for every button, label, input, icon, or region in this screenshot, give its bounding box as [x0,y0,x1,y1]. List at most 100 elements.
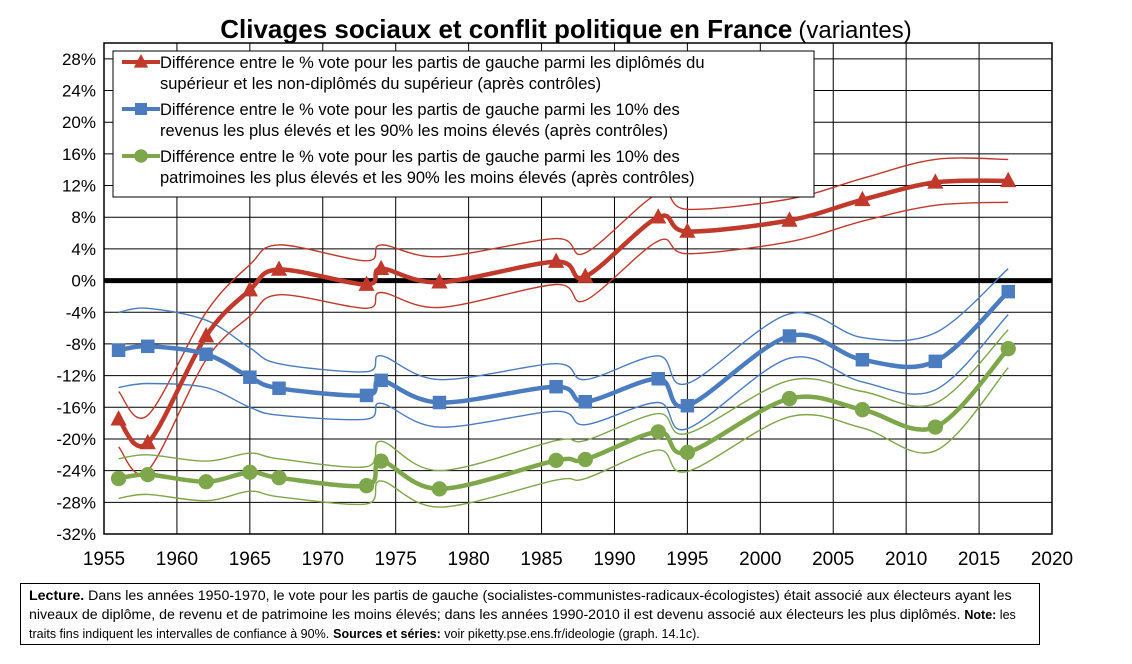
data-point-0 [431,273,448,289]
y-tick-label: -28% [56,493,96,512]
data-point-2 [373,453,389,469]
data-point-0 [548,252,565,268]
data-point-0 [373,259,390,276]
data-point-0 [781,211,798,227]
legend-label-line2-2: patrimoines les plus élevés et les 90% l… [160,169,695,187]
ci-upper-line-0 [118,157,1009,419]
x-tick-label: 2015 [958,549,1000,570]
data-point-2 [650,424,666,440]
series-line-0 [116,178,1009,449]
ci-upper-line-2 [118,329,1009,472]
data-point-2 [140,466,156,483]
note-label: Note: [964,608,997,622]
data-point-2 [110,470,127,487]
sources-label: Sources et séries: [333,627,441,641]
data-point-0 [270,260,288,276]
data-point-1 [243,370,257,384]
data-point-1 [855,353,870,367]
data-point-0 [577,267,594,283]
data-point-0 [927,173,944,189]
ci-lower-line-0 [118,201,1009,475]
note-text: les traits fins indiquent les intervalle… [29,608,1016,641]
data-point-1 [141,339,155,354]
y-tick-label: 16% [62,145,96,164]
data-point-2 [358,478,375,494]
legend-label-line2-1: revenus les plus élevés et les 90% les m… [160,122,668,140]
y-tick-label: -32% [56,525,96,544]
y-tick-label: 24% [62,82,96,101]
legend-label-line1-0: Différence entre le % vote pour les part… [160,54,705,72]
chart-title: Clivages sociaux et conflit politique en… [0,14,1132,46]
chart-title-main: Clivages sociaux et conflit politique en… [220,14,793,44]
x-tick-label: 1960 [156,549,198,570]
data-point-0 [650,208,667,224]
data-point-1 [1001,284,1015,299]
data-point-2 [927,419,943,435]
y-tick-label: 8% [71,208,96,227]
y-tick-label: 20% [62,113,96,132]
data-point-2 [854,402,871,418]
x-tick-label: 2010 [885,549,927,570]
y-tick-label: -24% [56,462,96,481]
data-point-1 [782,329,797,343]
ci-lower-line-1 [118,314,1009,431]
data-point-1 [928,354,943,369]
data-point-1 [359,388,374,403]
legend-marker-2 [134,149,148,163]
data-point-1 [651,372,665,386]
y-tick-label: -8% [66,335,96,354]
data-point-2 [548,452,564,468]
lecture-text: Dans les années 1950-1970, le vote pour … [29,588,1012,623]
x-tick-label: 1980 [447,549,489,570]
y-tick-label: 4% [71,240,96,259]
data-point-0 [241,281,258,297]
data-point-0 [358,275,375,291]
y-tick-label: -16% [56,398,96,417]
x-tick-label: 2000 [739,549,781,570]
plot-area-border [103,42,1053,535]
data-point-0 [854,190,871,207]
chart-subtitle: (variantes) [798,17,912,44]
data-point-1 [549,379,563,394]
x-tick-label: 1955 [83,549,125,570]
data-point-1 [199,347,213,361]
y-tick-label: 0% [71,272,96,291]
y-tick-label: -20% [56,430,96,449]
ci-lower-line-2 [118,367,1009,508]
data-point-0 [197,327,215,343]
legend-label-line1-1: Différence entre le % vote pour les part… [160,101,680,119]
x-tick-label: 2020 [1031,549,1073,570]
lecture-label: Lecture. [29,588,85,604]
data-point-0 [139,433,156,450]
data-point-2 [431,481,448,497]
data-point-2 [781,390,798,407]
data-point-0 [1000,171,1017,188]
y-tick-label: 28% [62,50,96,69]
reading-note: Lecture. Dans les années 1950-1970, le v… [20,583,1040,645]
confidence-intervals [118,157,1009,508]
data-point-1 [272,381,286,396]
data-point-1 [374,373,388,388]
y-tick-label: -12% [56,367,96,386]
legend: Différence entre le % vote pour les part… [112,50,815,198]
ci-upper-line-1 [118,268,1009,386]
data-point-0 [110,410,127,426]
data-point-1 [432,395,447,410]
data-point-2 [198,474,214,490]
x-tick-label: 1995 [666,549,708,570]
data-point-1 [111,343,126,358]
data-point-2 [242,464,258,480]
data-point-1 [578,394,593,409]
data-point-0 [679,222,696,238]
legend-label-line1-2: Différence entre le % vote pour les part… [160,148,680,166]
legend-label-line2-0: supérieur et les non-diplômés du supérie… [160,75,601,93]
legend-marker-1 [135,103,147,115]
axes: 28% 24% 20% 16% 12% 8% 4% 0% -4% -8% -12% -16% -20% -… [56,42,1073,570]
data-point-2 [1000,341,1016,357]
x-tick-label: 1970 [302,549,344,570]
sources-text: voir piketty.pse.ens.fr/ideologie (graph… [440,627,700,641]
x-tick-label: 1965 [229,549,271,570]
series-lines [116,178,1010,492]
legend-box [112,50,815,198]
x-tick-label: 1990 [593,549,635,570]
